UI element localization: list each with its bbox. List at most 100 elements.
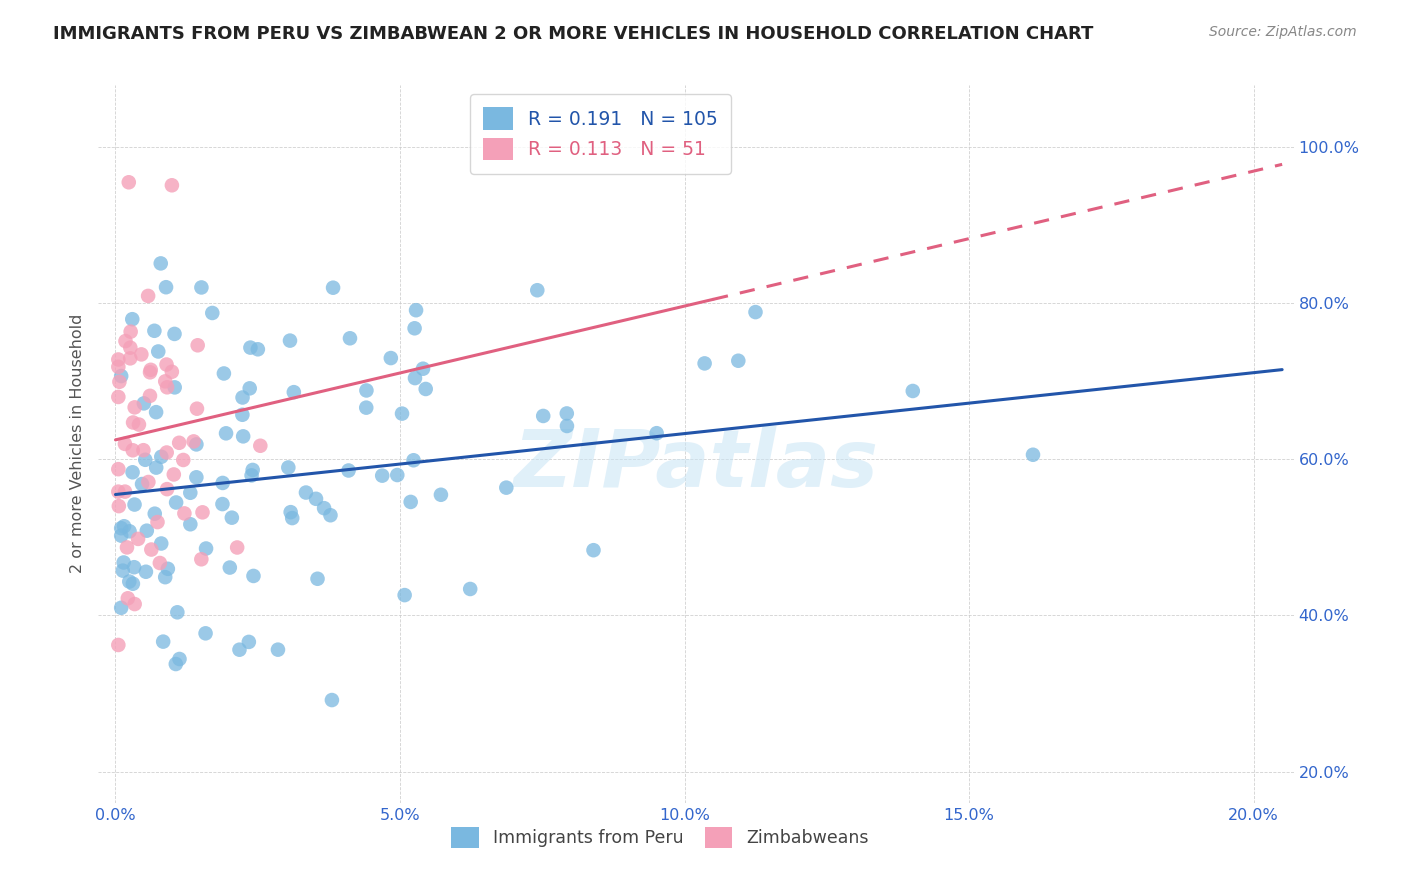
- Point: [239, 341, 262, 355]
- Point: [120, 325, 142, 339]
- Point: [727, 353, 749, 368]
- Point: [169, 652, 191, 666]
- Point: [387, 468, 409, 483]
- Point: [160, 178, 183, 193]
- Point: [191, 505, 214, 519]
- Y-axis label: 2 or more Vehicles in Household: 2 or more Vehicles in Household: [70, 314, 86, 574]
- Point: [108, 499, 131, 513]
- Point: [531, 409, 554, 423]
- Point: [148, 344, 170, 359]
- Point: [155, 358, 177, 372]
- Point: [110, 600, 132, 615]
- Point: [120, 351, 142, 366]
- Point: [150, 450, 173, 464]
- Text: Source: ZipAtlas.com: Source: ZipAtlas.com: [1209, 25, 1357, 39]
- Point: [404, 371, 426, 385]
- Point: [240, 468, 263, 483]
- Point: [1022, 448, 1045, 462]
- Point: [145, 405, 167, 419]
- Point: [110, 521, 132, 535]
- Point: [415, 382, 437, 396]
- Point: [165, 657, 187, 671]
- Point: [405, 303, 427, 318]
- Point: [277, 460, 299, 475]
- Point: [267, 642, 290, 657]
- Point: [124, 597, 146, 611]
- Point: [156, 482, 179, 496]
- Point: [121, 465, 143, 479]
- Point: [430, 488, 453, 502]
- Point: [167, 435, 190, 450]
- Point: [156, 445, 179, 459]
- Point: [495, 481, 517, 495]
- Point: [150, 536, 173, 550]
- Point: [122, 416, 145, 430]
- Point: [155, 375, 177, 389]
- Point: [131, 347, 153, 361]
- Point: [135, 565, 157, 579]
- Point: [145, 460, 167, 475]
- Point: [211, 475, 233, 490]
- Point: [295, 485, 318, 500]
- Point: [371, 468, 394, 483]
- Point: [163, 326, 186, 341]
- Point: [107, 638, 129, 652]
- Point: [110, 528, 132, 542]
- Point: [246, 343, 269, 357]
- Point: [399, 495, 422, 509]
- Point: [124, 401, 146, 415]
- Point: [156, 380, 179, 394]
- Point: [238, 635, 260, 649]
- Point: [242, 463, 264, 477]
- Point: [115, 541, 138, 555]
- Point: [118, 175, 141, 189]
- Point: [278, 334, 301, 348]
- Point: [526, 283, 548, 297]
- Point: [744, 305, 766, 319]
- Point: [114, 437, 136, 451]
- Point: [305, 491, 328, 506]
- Point: [232, 429, 254, 443]
- Point: [183, 434, 205, 449]
- Point: [156, 562, 179, 576]
- Point: [195, 541, 218, 556]
- Point: [107, 484, 129, 499]
- Point: [111, 564, 134, 578]
- Point: [412, 361, 434, 376]
- Point: [228, 642, 250, 657]
- Point: [239, 381, 262, 395]
- Point: [242, 569, 264, 583]
- Point: [107, 462, 129, 476]
- Point: [555, 407, 578, 421]
- Point: [179, 517, 201, 532]
- Point: [108, 375, 131, 389]
- Point: [124, 498, 146, 512]
- Point: [201, 306, 224, 320]
- Point: [337, 463, 360, 477]
- Point: [354, 401, 377, 415]
- Point: [112, 519, 135, 533]
- Point: [132, 396, 155, 410]
- Point: [143, 324, 166, 338]
- Point: [149, 256, 172, 270]
- Point: [121, 312, 143, 326]
- Point: [458, 582, 481, 596]
- Point: [555, 419, 578, 434]
- Point: [114, 484, 136, 499]
- Point: [312, 501, 335, 516]
- Point: [190, 280, 212, 294]
- Point: [322, 281, 344, 295]
- Legend: Immigrants from Peru, Zimbabweans: Immigrants from Peru, Zimbabweans: [444, 820, 876, 855]
- Point: [356, 384, 378, 398]
- Point: [127, 532, 149, 546]
- Point: [122, 576, 145, 591]
- Point: [391, 407, 413, 421]
- Point: [186, 437, 208, 451]
- Point: [139, 365, 162, 379]
- Point: [221, 510, 243, 524]
- Point: [231, 408, 253, 422]
- Point: [141, 542, 163, 557]
- Point: [112, 556, 135, 570]
- Point: [163, 467, 186, 482]
- Point: [107, 352, 129, 367]
